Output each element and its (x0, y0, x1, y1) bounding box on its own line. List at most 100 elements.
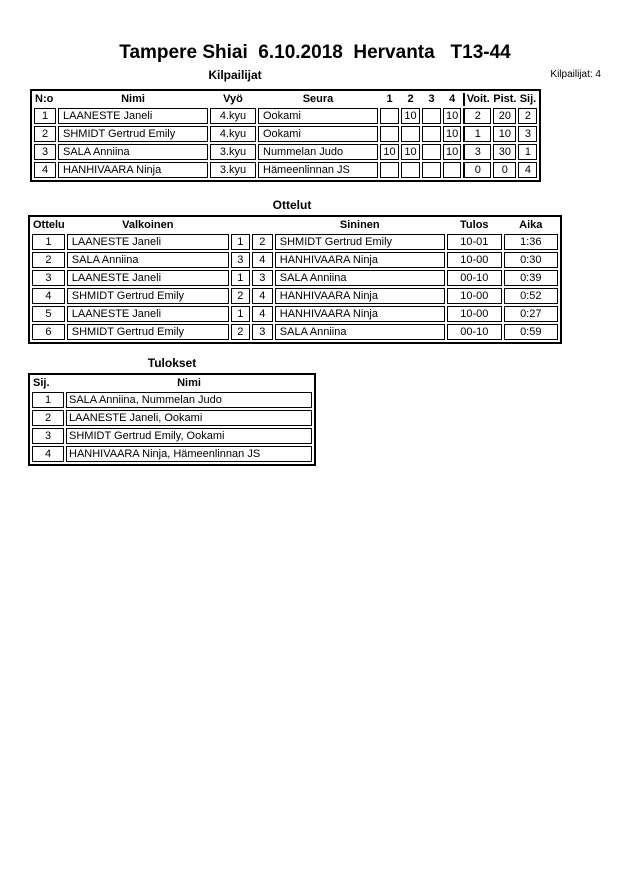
cell-result: 10-01 (446, 234, 502, 250)
cell-blue-name: HANHIVAARA Ninja (274, 252, 445, 268)
cell-white-name: LAANESTE Janeli (66, 234, 229, 250)
results-header-row: Sij. Nimi (32, 377, 312, 390)
cell-name: LAANESTE Janeli, Ookami (66, 410, 312, 426)
cell-time: 0:39 (503, 270, 558, 286)
cell-score-3 (422, 144, 441, 160)
cell-name: SALA Anniina, Nummelan Judo (66, 392, 312, 408)
col-header-m1: 1 (386, 93, 393, 105)
cell-wins: 3 (463, 144, 492, 160)
cell-white-no: 1 (230, 234, 250, 250)
cell-match-no: 3 (32, 270, 65, 286)
cell-place: 3 (518, 126, 538, 142)
cell-points: 30 (493, 144, 517, 160)
table-row: 4 SHMIDT Gertrud Emily 2 4 HANHIVAARA Ni… (32, 288, 558, 304)
col-header-white-no (231, 219, 250, 232)
col-header-match: Ottelu (33, 219, 65, 231)
cell-points: 20 (493, 108, 517, 124)
table-row: 4 HANHIVAARA Ninja 3.kyu Hämeenlinnan JS… (34, 162, 538, 178)
cell-place: 2 (32, 410, 64, 426)
cell-wins: 1 (463, 126, 492, 142)
col-header-result: Tulos (460, 219, 489, 231)
cell-white-no: 2 (230, 324, 250, 340)
cell-match-no: 4 (32, 288, 65, 304)
cell-blue-no: 4 (251, 306, 273, 322)
table-row: 2 SALA Anniina 3 4 HANHIVAARA Ninja 10-0… (32, 252, 558, 268)
col-header-name: Nimi (121, 93, 145, 105)
cell-time: 1:36 (503, 234, 558, 250)
table-row: 2 SHMIDT Gertrud Emily 4.kyu Ookami 10 1… (34, 126, 538, 142)
cell-belt: 4.kyu (210, 126, 256, 142)
col-header-points: Pist. (493, 93, 517, 105)
cell-club: Ookami (258, 108, 378, 124)
cell-place: 3 (32, 428, 64, 444)
cell-club: Ookami (258, 126, 378, 142)
cell-score-1 (380, 108, 399, 124)
cell-no: 3 (34, 144, 56, 160)
cell-blue-no: 4 (251, 288, 273, 304)
cell-result: 00-10 (446, 270, 502, 286)
cell-match-no: 1 (32, 234, 65, 250)
cell-white-no: 1 (230, 270, 250, 286)
col-header-m3: 3 (428, 93, 435, 105)
cell-score-4: 10 (443, 126, 462, 142)
cell-white-no: 2 (230, 288, 250, 304)
cell-result: 10-00 (446, 252, 502, 268)
cell-score-1: 10 (380, 144, 399, 160)
cell-score-1 (380, 162, 399, 178)
table-row: 1 SALA Anniina, Nummelan Judo (32, 392, 312, 408)
cell-belt: 4.kyu (210, 108, 256, 124)
cell-place: 4 (32, 446, 64, 462)
cell-name: LAANESTE Janeli (58, 108, 208, 124)
cell-wins: 2 (463, 108, 492, 124)
cell-name: HANHIVAARA Ninja, Hämeenlinnan JS (66, 446, 312, 462)
cell-white-name: SHMIDT Gertrud Emily (66, 288, 229, 304)
cell-blue-no: 3 (251, 270, 273, 286)
matches-table: Ottelu Valkoinen Sininen Tulos Aika 1 LA… (28, 215, 562, 344)
matches-header-row: Ottelu Valkoinen Sininen Tulos Aika (32, 219, 558, 232)
results-table: Sij. Nimi 1 SALA Anniina, Nummelan Judo … (28, 373, 316, 466)
cell-result: 00-10 (446, 324, 502, 340)
col-header-m4: 4 (449, 93, 456, 105)
table-row: 4 HANHIVAARA Ninja, Hämeenlinnan JS (32, 446, 312, 462)
competitors-header-row: N:o Nimi Vyö Seura 1 2 3 4 Voit. Pist. S… (34, 93, 537, 106)
col-header-belt: Vyö (223, 93, 243, 105)
cell-score-4: 10 (443, 108, 462, 124)
cell-place: 2 (518, 108, 538, 124)
cell-time: 0:52 (503, 288, 558, 304)
cell-points: 0 (493, 162, 517, 178)
cell-points: 10 (493, 126, 517, 142)
cell-belt: 3.kyu (210, 162, 256, 178)
cell-score-2: 10 (401, 108, 420, 124)
cell-score-3 (422, 126, 441, 142)
cell-blue-no: 2 (251, 234, 273, 250)
cell-blue-name: HANHIVAARA Ninja (274, 306, 445, 322)
col-header-time: Aika (519, 219, 543, 231)
competitor-count-label: Kilpailijat: 4 (550, 69, 601, 80)
cell-score-3 (422, 108, 441, 124)
cell-blue-name: SALA Anniina (274, 324, 445, 340)
cell-blue-name: HANHIVAARA Ninja (274, 288, 445, 304)
cell-blue-name: SHMIDT Gertrud Emily (274, 234, 445, 250)
col-header-m2: 2 (407, 93, 414, 105)
cell-white-no: 3 (230, 252, 250, 268)
competitors-table: N:o Nimi Vyö Seura 1 2 3 4 Voit. Pist. S… (30, 89, 542, 182)
cell-place: 1 (518, 144, 538, 160)
cell-belt: 3.kyu (210, 144, 256, 160)
table-row: 1 LAANESTE Janeli 1 2 SHMIDT Gertrud Emi… (32, 234, 558, 250)
col-header-place: Sij. (519, 93, 537, 105)
page-title: Tampere Shiai 6.10.2018 Hervanta T13-44 (119, 42, 511, 63)
competitors-section-heading: Kilpailijat (208, 68, 262, 82)
cell-name: HANHIVAARA Ninja (58, 162, 208, 178)
table-row: 3 SALA Anniina 3.kyu Nummelan Judo 10 10… (34, 144, 538, 160)
matches-section-heading: Ottelut (272, 198, 312, 212)
col-header-club: Seura (302, 93, 334, 105)
table-row: 1 LAANESTE Janeli 4.kyu Ookami 10 10 2 2… (34, 108, 538, 124)
cell-match-no: 2 (32, 252, 65, 268)
table-row: 5 LAANESTE Janeli 1 4 HANHIVAARA Ninja 1… (32, 306, 558, 322)
cell-white-name: LAANESTE Janeli (66, 306, 229, 322)
cell-club: Hämeenlinnan JS (258, 162, 378, 178)
cell-blue-no: 4 (251, 252, 273, 268)
cell-blue-name: SALA Anniina (274, 270, 445, 286)
cell-white-name: SALA Anniina (66, 252, 229, 268)
